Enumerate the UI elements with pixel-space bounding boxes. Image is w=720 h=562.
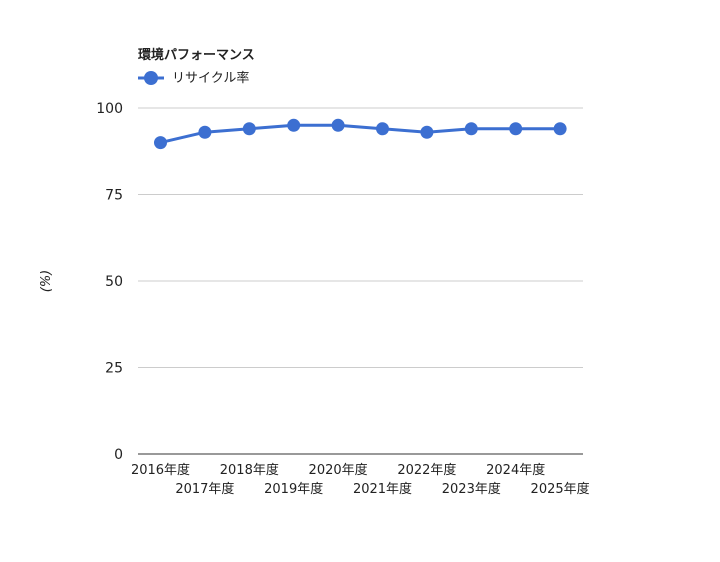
- series-line: [160, 123, 561, 145]
- legend: リサイクル率: [138, 70, 249, 86]
- data-point: [154, 136, 167, 150]
- x-tick-label: 2018年度: [220, 462, 279, 478]
- x-tick-label: 2021年度: [353, 481, 412, 497]
- data-point: [376, 122, 389, 136]
- data-point: [242, 122, 256, 136]
- y-axis-title: (%): [39, 270, 54, 293]
- chart-title: 環境パフォーマンス: [138, 47, 255, 63]
- x-tick-label: 2025年度: [531, 481, 590, 497]
- legend-label: リサイクル率: [172, 70, 249, 86]
- data-point: [287, 118, 301, 132]
- data-point: [509, 122, 523, 136]
- series-layer: [154, 118, 567, 150]
- x-tick-label: 2020年度: [309, 462, 368, 478]
- x-tick-label: 2023年度: [442, 481, 501, 497]
- gridlines: [138, 107, 583, 455]
- x-tick-label: 2017年度: [175, 481, 234, 497]
- y-tick-label: 75: [105, 188, 123, 204]
- x-tick-label: 2024年度: [486, 462, 545, 478]
- y-tick-label: 100: [96, 101, 123, 117]
- x-tick-label: 2022年度: [397, 462, 456, 478]
- data-point: [331, 118, 345, 132]
- legend-marker: [144, 71, 158, 85]
- y-tick-label: 50: [105, 274, 123, 290]
- y-tick-label: 0: [114, 447, 123, 463]
- x-tick-labels: 2016年度 2017年度 2018年度 2019年度 2020年度 2021年度 2022…: [131, 462, 590, 497]
- x-tick-label: 2019年度: [264, 481, 323, 497]
- x-tick-label: 2016年度: [131, 462, 190, 478]
- data-point: [553, 122, 567, 136]
- data-point: [198, 125, 212, 139]
- y-tick-labels: 0 25 50 75 100: [96, 101, 123, 463]
- y-tick-label: 25: [105, 361, 123, 377]
- data-point: [464, 122, 478, 136]
- data-point: [420, 125, 434, 139]
